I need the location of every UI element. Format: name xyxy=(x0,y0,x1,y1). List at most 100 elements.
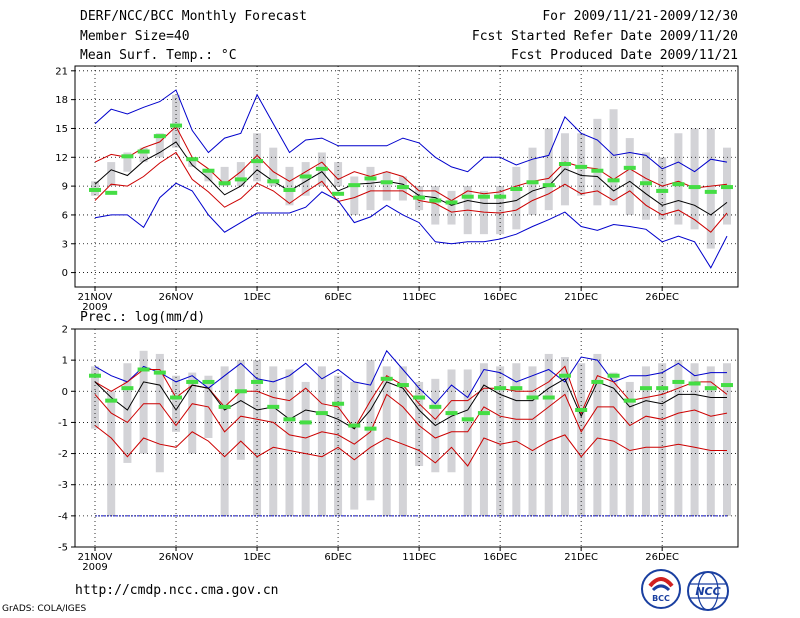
spread-bar xyxy=(609,109,618,206)
bcc-logo-icon: BCC xyxy=(641,569,681,609)
obs-marker xyxy=(672,182,685,187)
spread-bar xyxy=(188,157,197,167)
obs-marker xyxy=(396,185,409,190)
spread-bar xyxy=(593,353,602,516)
x-tick-label: 26NOV xyxy=(159,292,194,303)
obs-marker xyxy=(558,162,571,167)
spread-bar xyxy=(577,133,586,196)
obs-marker xyxy=(364,426,377,431)
series-line-p90 xyxy=(94,125,728,202)
obs-marker xyxy=(607,373,620,378)
spread-bar xyxy=(123,363,132,463)
x-tick-label: 6DEC xyxy=(324,292,351,303)
obs-marker xyxy=(348,423,361,428)
spread-bar xyxy=(609,372,618,516)
obs-marker xyxy=(575,407,588,412)
spread-bar xyxy=(123,152,132,172)
spread-bar xyxy=(658,157,667,220)
obs-marker xyxy=(251,379,264,384)
obs-marker xyxy=(688,381,701,386)
spread-bar xyxy=(350,381,359,510)
spread-bar xyxy=(641,366,650,516)
x-tick-label: 21NOV xyxy=(78,292,113,303)
x-tick-label: 26DEC xyxy=(645,552,679,563)
y-tick-label: -4 xyxy=(58,511,68,522)
obs-marker xyxy=(526,180,539,185)
x-tick-label: 1DEC xyxy=(243,552,270,563)
spread-bar xyxy=(463,369,472,516)
spread-bar xyxy=(301,381,310,516)
obs-marker xyxy=(721,383,733,388)
y-tick-label: 3 xyxy=(62,239,68,250)
obs-marker xyxy=(283,417,296,422)
obs-marker xyxy=(186,379,199,384)
spread-bar xyxy=(658,363,667,516)
obs-marker xyxy=(510,386,523,391)
obs-marker xyxy=(623,398,636,403)
series-line-mean xyxy=(94,378,727,430)
spread-bar xyxy=(690,363,699,516)
x-tick-year-label: 2009 xyxy=(82,302,107,313)
x-tick-label: 26DEC xyxy=(645,292,679,303)
y-tick-label: 9 xyxy=(62,182,68,193)
spread-bar xyxy=(236,360,245,460)
obs-marker xyxy=(121,154,134,159)
bcc-logo-text: BCC xyxy=(652,594,670,603)
obs-marker xyxy=(639,181,652,186)
y-tick-label: 0 xyxy=(62,387,68,398)
obs-marker xyxy=(332,401,345,406)
spread-bar xyxy=(204,171,213,182)
x-tick-label: 16DEC xyxy=(483,552,517,563)
obs-marker xyxy=(396,383,409,388)
spread-bar xyxy=(674,360,683,516)
obs-marker xyxy=(494,194,507,199)
obs-marker xyxy=(153,370,166,375)
spread-bar xyxy=(139,350,148,454)
fcst-started-date: Fcst Started Refer Date 2009/11/20 xyxy=(471,29,738,44)
x-tick-label: 16DEC xyxy=(483,292,517,303)
bcc-logo: BCC xyxy=(640,568,682,610)
y-tick-label: 15 xyxy=(55,124,68,135)
ncc-logo: NCC xyxy=(686,570,729,612)
spread-bar xyxy=(674,133,683,225)
obs-marker xyxy=(591,168,604,173)
spread-bar xyxy=(350,176,359,215)
obs-marker xyxy=(267,404,280,409)
obs-marker xyxy=(429,198,442,203)
chart-title: DERF/NCC/BCC Monthly Forecast xyxy=(80,9,307,24)
obs-marker xyxy=(380,376,393,381)
obs-marker xyxy=(202,379,215,384)
spread-bar xyxy=(172,375,181,432)
spread-bar xyxy=(544,353,553,516)
obs-marker xyxy=(607,178,620,183)
obs-marker xyxy=(526,395,539,400)
obs-marker xyxy=(672,379,685,384)
obs-marker xyxy=(283,187,296,192)
ncc-logo-text: NCC xyxy=(695,585,720,598)
fcst-produced-date: Fcst Produced Date 2009/11/21 xyxy=(511,48,738,63)
spread-bar xyxy=(172,94,181,148)
spread-bar xyxy=(188,372,197,454)
spread-bar xyxy=(625,138,634,215)
obs-marker xyxy=(89,373,101,378)
obs-marker xyxy=(105,190,118,195)
spread-bar xyxy=(479,363,488,516)
obs-marker xyxy=(510,186,523,191)
spread-bar xyxy=(301,162,310,196)
spread-bar xyxy=(706,366,715,516)
obs-marker xyxy=(218,404,231,409)
obs-marker xyxy=(461,194,474,199)
obs-marker xyxy=(299,174,312,179)
obs-marker xyxy=(251,159,264,164)
panel-title-temp: Mean Surf. Temp.: °C xyxy=(80,48,237,63)
spread-bar xyxy=(269,366,278,516)
member-size: Member Size=40 xyxy=(80,29,190,44)
grads-credit: GrADS: COLA/IGES xyxy=(2,604,87,614)
obs-marker xyxy=(121,386,134,391)
obs-marker xyxy=(413,195,426,200)
source-url[interactable]: http://cmdp.ncc.cma.gov.cn xyxy=(75,583,279,598)
obs-marker xyxy=(575,164,588,169)
series-line-p10 xyxy=(94,393,728,445)
y-tick-label: -3 xyxy=(58,480,68,491)
